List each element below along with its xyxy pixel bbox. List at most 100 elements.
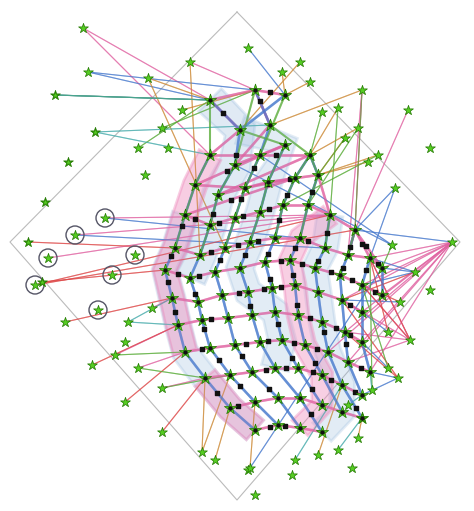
Point <box>318 428 326 436</box>
Point <box>404 106 412 114</box>
Point <box>358 338 366 346</box>
Point <box>338 296 346 304</box>
Point <box>396 298 404 306</box>
Point <box>91 128 99 136</box>
Point <box>278 336 286 344</box>
Point <box>224 314 232 322</box>
Point <box>108 271 116 279</box>
Point <box>363 266 370 274</box>
Polygon shape <box>302 213 355 441</box>
Point <box>274 394 282 402</box>
Point <box>366 254 374 262</box>
Point <box>293 301 301 310</box>
Point <box>364 158 372 166</box>
Point <box>266 121 274 129</box>
Point <box>288 471 296 479</box>
Point <box>64 158 72 166</box>
Point <box>211 456 219 464</box>
Point <box>206 221 214 229</box>
Point <box>238 352 246 360</box>
Point <box>255 237 262 245</box>
Point <box>261 285 268 293</box>
Point <box>236 126 244 134</box>
Point <box>378 291 386 299</box>
Point <box>282 422 289 430</box>
Point <box>266 275 273 284</box>
Point <box>291 339 298 347</box>
Point <box>181 211 189 219</box>
Point <box>121 338 129 346</box>
Point <box>346 331 354 339</box>
Point <box>358 240 366 248</box>
Point <box>294 311 302 319</box>
Point <box>262 365 270 374</box>
Point <box>276 216 283 224</box>
Point <box>283 191 291 199</box>
Point <box>237 195 245 203</box>
Point <box>358 281 366 289</box>
Point <box>236 264 244 272</box>
Point <box>268 284 276 292</box>
Point <box>411 268 419 276</box>
Point <box>289 354 296 362</box>
Point <box>94 306 102 314</box>
Point <box>206 344 214 352</box>
Point <box>178 222 185 230</box>
Point <box>51 91 59 99</box>
Point <box>256 338 264 346</box>
Point <box>291 174 299 182</box>
Point <box>289 271 297 279</box>
Point <box>251 86 259 94</box>
Point <box>121 398 129 406</box>
Point <box>206 151 214 159</box>
Point <box>221 244 229 252</box>
Point <box>224 314 232 322</box>
Point <box>264 337 272 345</box>
Point <box>358 86 366 94</box>
Point <box>256 97 264 105</box>
Point <box>291 281 299 289</box>
Polygon shape <box>175 89 255 285</box>
Point <box>201 324 208 333</box>
Point <box>388 241 396 249</box>
Point <box>174 321 182 329</box>
Point <box>256 208 264 216</box>
Point <box>296 424 304 432</box>
Point <box>271 364 279 372</box>
Point <box>338 381 346 389</box>
Point <box>251 164 258 172</box>
Point <box>358 391 366 399</box>
Point <box>251 86 259 94</box>
Point <box>313 344 320 353</box>
Point <box>234 402 242 410</box>
Point <box>274 421 282 429</box>
Point <box>101 214 109 222</box>
Point <box>264 250 272 258</box>
Point <box>344 358 352 366</box>
Point <box>261 258 269 266</box>
Point <box>296 424 304 432</box>
Point <box>215 356 223 364</box>
Point <box>307 410 314 419</box>
Point <box>246 464 254 472</box>
Point <box>236 126 244 134</box>
Point <box>291 456 299 464</box>
Point <box>342 339 350 347</box>
Point <box>198 345 205 354</box>
Point <box>304 201 312 209</box>
Point <box>351 226 359 234</box>
Point <box>277 257 285 265</box>
Point <box>394 374 402 382</box>
Point <box>321 244 329 252</box>
Point <box>227 195 235 203</box>
Point <box>31 281 39 289</box>
Point <box>326 211 334 219</box>
Point <box>306 151 314 159</box>
Point <box>241 251 249 259</box>
Point <box>348 464 356 472</box>
Point <box>274 319 282 328</box>
Point <box>354 434 362 442</box>
Point <box>206 221 214 229</box>
Point <box>171 244 179 252</box>
Point <box>244 288 252 296</box>
